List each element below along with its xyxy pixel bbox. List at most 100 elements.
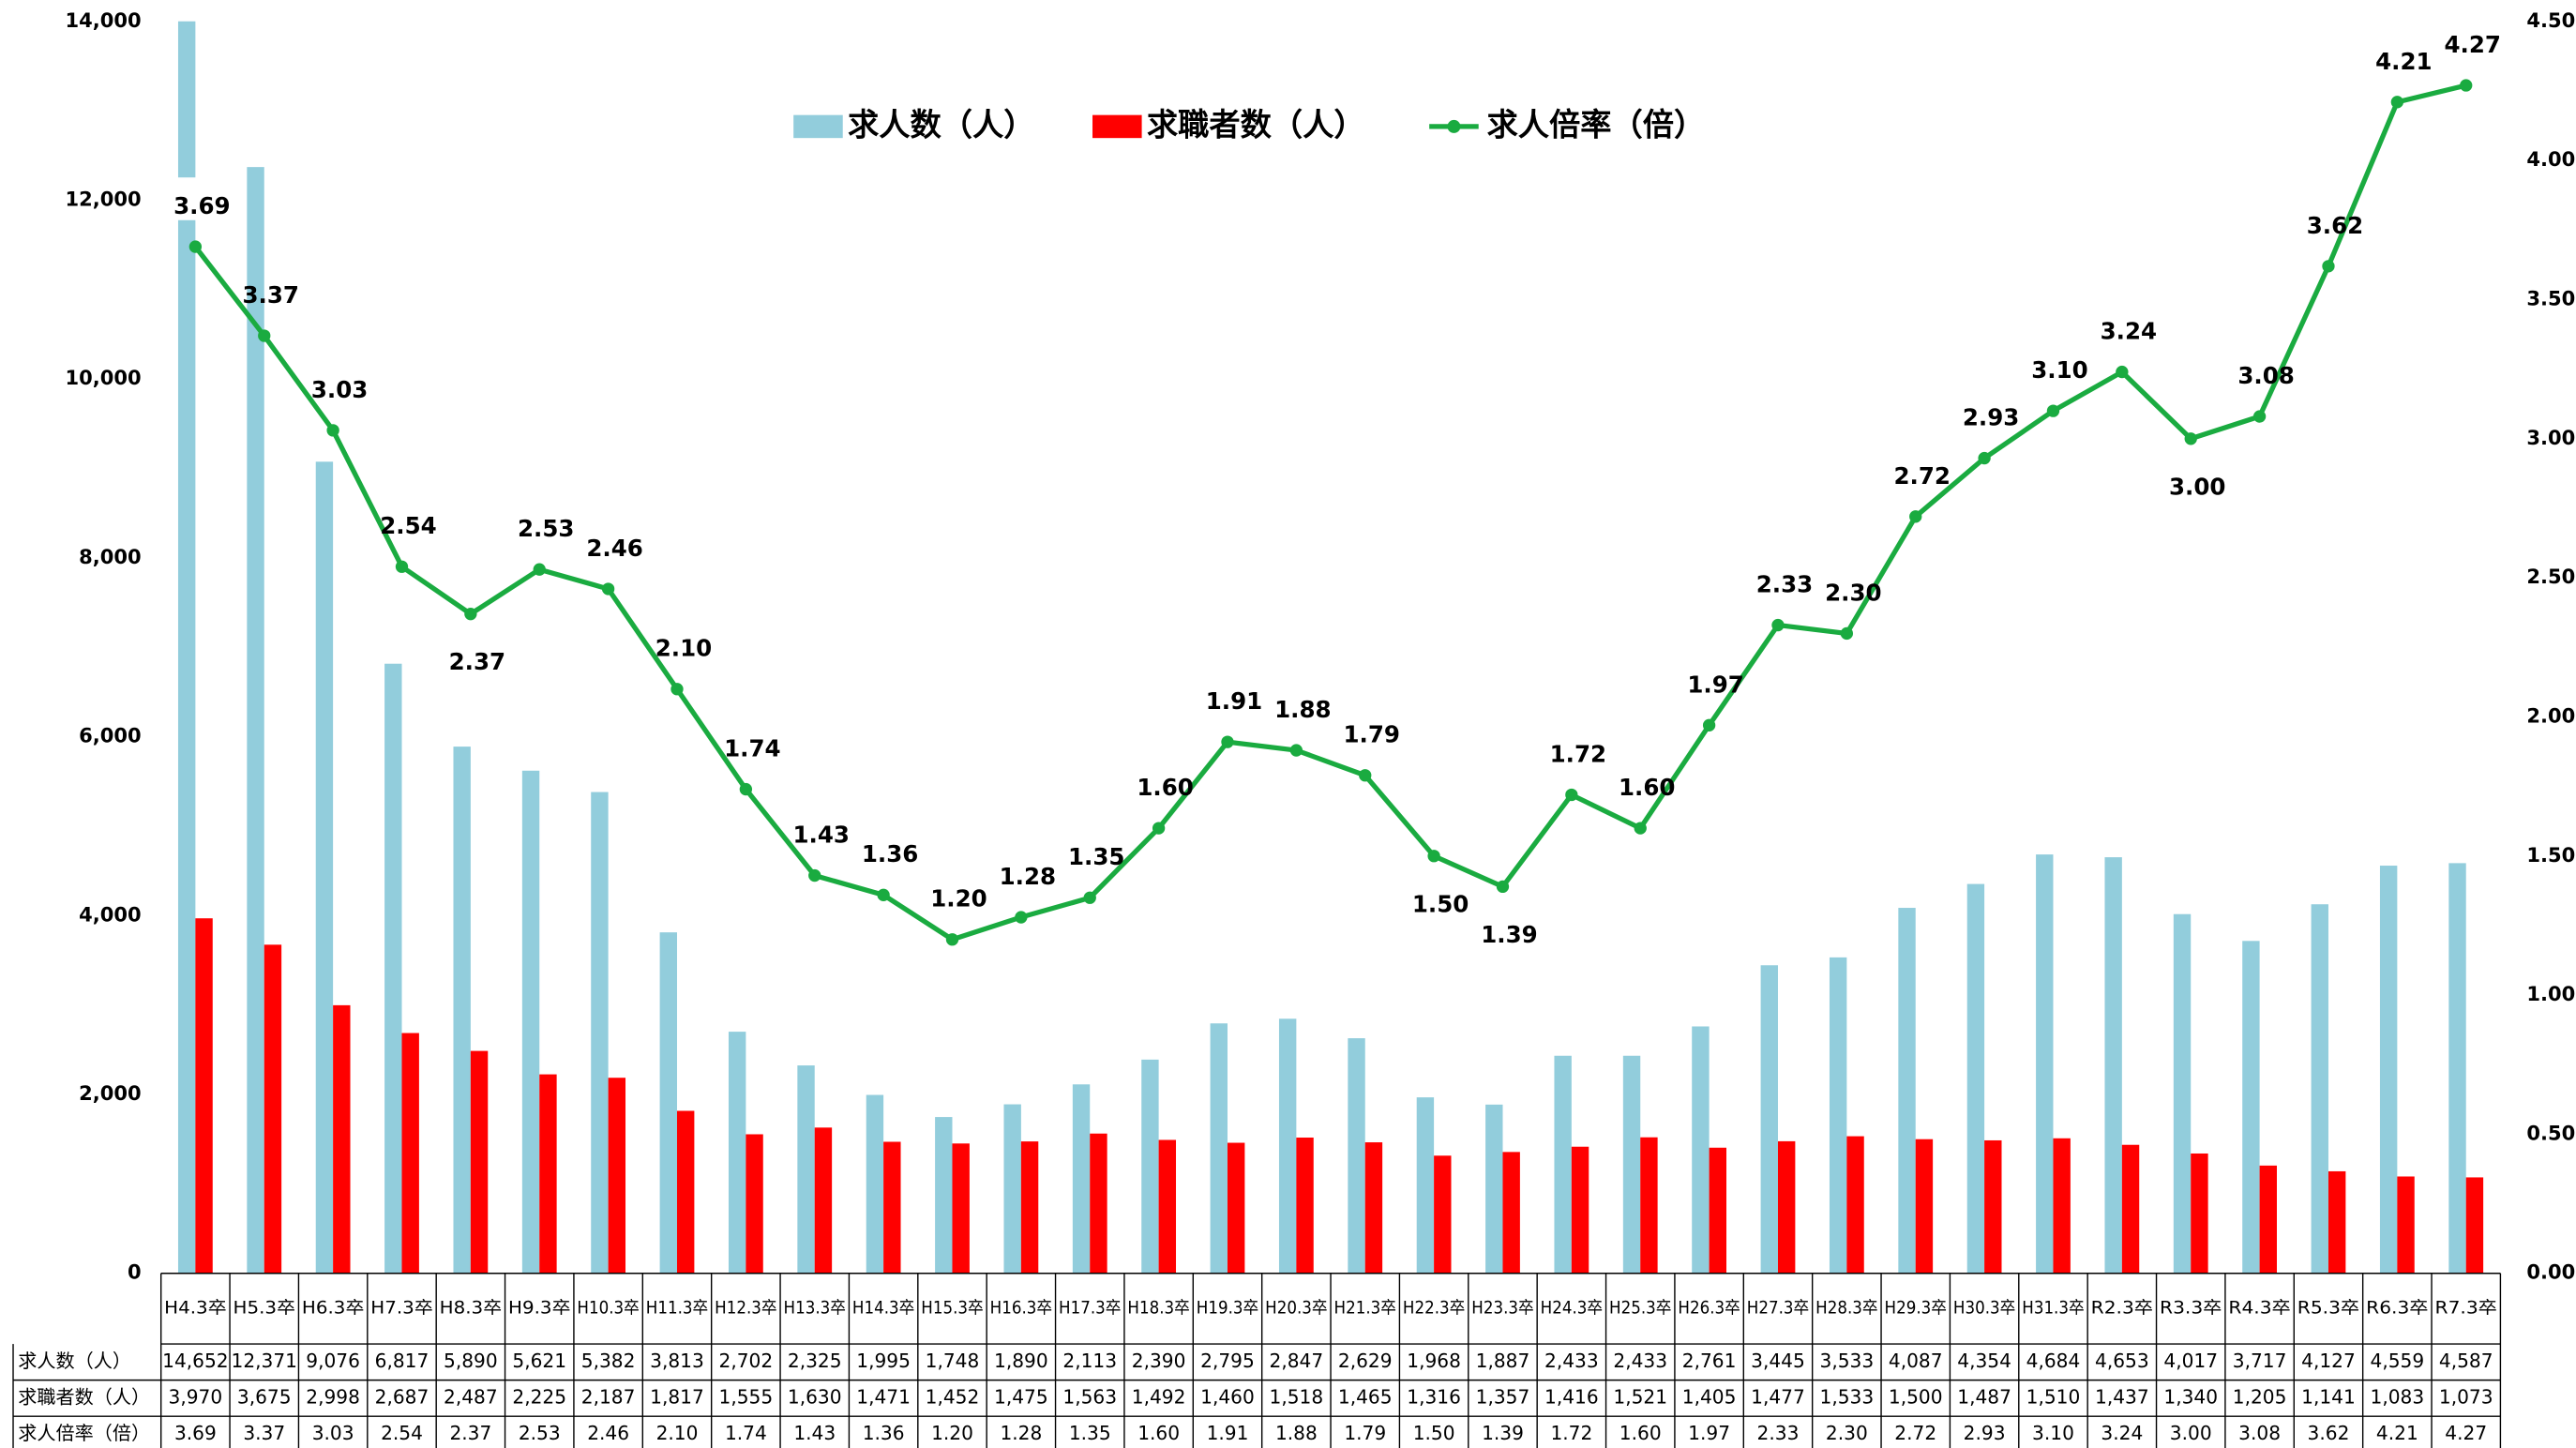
table-cell: 4,087 <box>1889 1350 1943 1372</box>
data-label: 2.54 <box>380 512 437 539</box>
table-cell: 12,371 <box>232 1350 297 1372</box>
table-cell: 4,587 <box>2439 1350 2493 1372</box>
bar <box>1777 1140 1796 1274</box>
legend-swatch <box>1092 114 1142 139</box>
table-cell: 2,795 <box>1200 1350 1255 1372</box>
bar <box>2104 857 2122 1274</box>
table-cell: 4.21 <box>2376 1422 2418 1444</box>
data-label: 2.10 <box>655 635 713 662</box>
table-cell: 1.28 <box>1000 1422 1042 1444</box>
bar <box>952 1143 970 1274</box>
y-tick-label: 10,000 <box>66 366 142 389</box>
table-cell: 4.27 <box>2445 1422 2487 1444</box>
table-cell: 5,382 <box>581 1350 636 1372</box>
table-cell: 1,518 <box>1270 1385 1324 1408</box>
table-cell: 1,452 <box>926 1385 980 1408</box>
table-cell: 1,460 <box>1200 1385 1255 1408</box>
bar <box>1278 1018 1297 1274</box>
table-cell: 1,465 <box>1338 1385 1393 1408</box>
y2-tick-label: 3.00 <box>2526 426 2575 449</box>
y-tick-label: 14,000 <box>66 8 142 32</box>
data-label: 3.00 <box>2169 473 2226 500</box>
bar <box>2242 941 2260 1274</box>
bar <box>1296 1138 1314 1274</box>
bar <box>1210 1023 1228 1274</box>
data-label: 1.72 <box>1550 740 1607 767</box>
ratio-point <box>1978 451 1991 465</box>
legend-label: 求職者数（人） <box>1147 106 1365 143</box>
ratio-point <box>1496 880 1510 894</box>
table-cell: 1.39 <box>1482 1422 1524 1444</box>
table-cell: 2.53 <box>519 1422 561 1444</box>
bar <box>608 1078 626 1274</box>
y-tick-label: 12,000 <box>66 188 142 211</box>
table-cell: 4,127 <box>2301 1350 2356 1372</box>
table-cell: 5,890 <box>444 1350 498 1372</box>
bar <box>1090 1133 1107 1274</box>
bar <box>1348 1038 1365 1274</box>
ratio-point <box>1015 911 1028 924</box>
table-cell: 1.50 <box>1413 1422 1455 1444</box>
table-cell: 3.69 <box>174 1422 217 1444</box>
x-tick-label: H20.3卒 <box>1265 1298 1327 1318</box>
table-cell: 9,076 <box>306 1350 360 1372</box>
ratio-point <box>258 329 271 342</box>
x-tick-label: H19.3卒 <box>1197 1298 1258 1318</box>
x-tick-label: H15.3卒 <box>921 1298 983 1318</box>
x-tick-label: H14.3卒 <box>852 1298 914 1318</box>
x-tick-label: H4.3卒 <box>164 1298 226 1318</box>
bar <box>1709 1147 1727 1274</box>
x-tick-label: H10.3卒 <box>577 1298 639 1318</box>
bar <box>797 1065 815 1274</box>
x-tick-label: H30.3卒 <box>1953 1298 2015 1318</box>
table-cell: 1,405 <box>1682 1385 1737 1408</box>
table-cell: 1,995 <box>856 1350 911 1372</box>
axis-break <box>176 177 198 220</box>
y-tick-label: 2,000 <box>79 1081 141 1105</box>
bar <box>177 21 196 1274</box>
bar <box>315 461 334 1274</box>
x-tick-label: H12.3卒 <box>715 1298 776 1318</box>
table-cell: 1,968 <box>1407 1350 1461 1372</box>
bar <box>264 944 282 1274</box>
table-cell: 3.37 <box>243 1422 285 1444</box>
table-cell: 1.60 <box>1137 1422 1180 1444</box>
y2-tick-label: 4.50 <box>2526 8 2575 32</box>
data-label: 1.91 <box>1206 687 1263 715</box>
table-cell: 1,141 <box>2301 1385 2356 1408</box>
y2-tick-label: 0.00 <box>2526 1260 2575 1284</box>
bar <box>401 1033 419 1274</box>
data-label: 2.33 <box>1756 570 1814 597</box>
legend-label: 求人数（人） <box>848 106 1035 143</box>
data-label: 2.30 <box>1825 579 1882 606</box>
table-cell: 2,113 <box>1062 1350 1117 1372</box>
bar <box>2465 1177 2484 1274</box>
y-tick-label: 6,000 <box>79 724 141 747</box>
data-label: 1.60 <box>1137 774 1194 801</box>
legend-label: 求人倍率（倍） <box>1486 106 1705 143</box>
ratio-point <box>2046 404 2060 417</box>
x-tick-label: H21.3卒 <box>1334 1298 1396 1318</box>
table-cell: 4,017 <box>2163 1350 2218 1372</box>
y-tick-label: 4,000 <box>79 902 141 926</box>
table-cell: 1,205 <box>2233 1385 2287 1408</box>
bar <box>1760 965 1778 1274</box>
data-label: 1.36 <box>862 840 919 867</box>
bar <box>2311 904 2328 1274</box>
ratio-point <box>2184 432 2197 445</box>
table-cell: 2,225 <box>512 1385 566 1408</box>
bar <box>1846 1136 1864 1274</box>
x-tick-label: H31.3卒 <box>2022 1298 2084 1318</box>
bar <box>2327 1170 2346 1274</box>
y2-tick-label: 0.50 <box>2526 1121 2575 1144</box>
y-tick-label: 0 <box>128 1260 142 1284</box>
table-cell: 3.24 <box>2101 1422 2143 1444</box>
bar <box>470 1050 489 1274</box>
x-tick-label: H22.3卒 <box>1403 1298 1465 1318</box>
bar <box>2191 1153 2208 1274</box>
table-cell: 4,684 <box>2026 1350 2081 1372</box>
table-cell: 1.35 <box>1069 1422 1111 1444</box>
table-cell: 4,653 <box>2095 1350 2149 1372</box>
table-cell: 1,533 <box>1820 1385 1875 1408</box>
x-tick-label: R7.3卒 <box>2435 1298 2497 1318</box>
